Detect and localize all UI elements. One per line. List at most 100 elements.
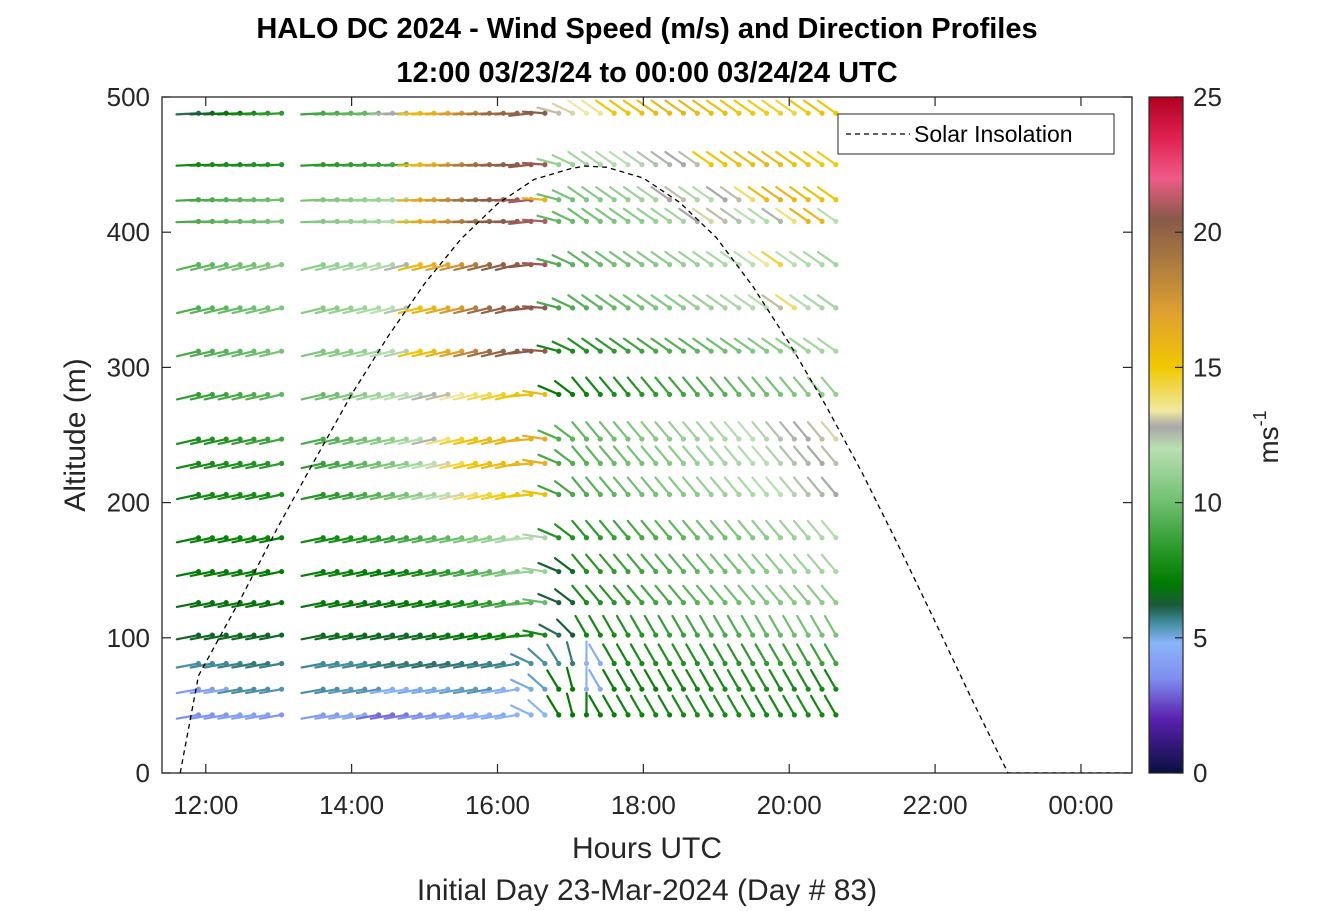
wind-barb (522, 458, 546, 465)
wind-barb-head (833, 110, 839, 116)
wind-barb-head (500, 262, 506, 268)
colorbar-tick-label: 25 (1193, 82, 1222, 112)
wind-barb (629, 643, 643, 665)
wind-barb-head (667, 460, 673, 466)
wind-barb (355, 688, 380, 695)
wind-barb-head (667, 568, 673, 575)
wind-barb-head (750, 568, 756, 575)
wind-barb (629, 694, 643, 716)
wind-barb (245, 688, 269, 695)
wind-barb (217, 393, 242, 401)
wind-barb (768, 694, 782, 716)
wind-barb (425, 493, 449, 501)
wind-barb (779, 584, 796, 604)
wind-barb (328, 437, 352, 445)
wind-barb-head (680, 491, 687, 498)
wind-barb-head (320, 348, 326, 354)
wind-barb-head (625, 197, 631, 203)
wind-barb (300, 536, 325, 544)
wind-barb (453, 536, 477, 544)
wind-barb-head (680, 197, 687, 203)
wind-barb (527, 699, 546, 716)
wind-barb (692, 337, 713, 353)
wind-barb (615, 614, 630, 637)
wind-barb-head (403, 348, 409, 354)
wind-barb (695, 376, 713, 396)
wind-barb (521, 218, 546, 223)
wind-barb-head (639, 391, 645, 398)
wind-barb-head (736, 686, 742, 692)
wind-barb-head (680, 600, 687, 606)
wind-barb-head (625, 568, 631, 575)
wind-barb-head (722, 218, 728, 224)
wind-barb (397, 662, 422, 669)
wind-barb (522, 629, 546, 637)
wind-barb (685, 643, 699, 665)
wind-barb (369, 536, 394, 544)
wind-barb (466, 437, 491, 445)
wind-barb-head (750, 436, 756, 442)
wind-barb-head (459, 535, 465, 541)
wind-barb (668, 476, 685, 496)
wind-barb (521, 305, 546, 310)
wind-barb (356, 350, 380, 358)
wind-barb-head (736, 535, 742, 541)
wind-barb-head (777, 568, 784, 575)
wind-barb-head (833, 568, 839, 575)
wind-barb (383, 306, 408, 315)
wind-barb (751, 584, 768, 604)
wind-barb-head (777, 491, 784, 498)
wind-barb-head (667, 491, 673, 498)
wind-barb-head (417, 391, 423, 398)
wind-barb (356, 462, 380, 470)
wind-barb-head (708, 491, 714, 498)
wind-barb (650, 150, 671, 166)
wind-barb-head (819, 218, 825, 224)
wind-barb-head (431, 460, 437, 466)
wind-barb (370, 263, 394, 271)
wind-barb (571, 445, 588, 465)
wind-barb-head (362, 568, 368, 575)
wind-barb-head (708, 391, 714, 398)
wind-barb-head (764, 712, 770, 718)
wind-barb (782, 643, 796, 665)
wind-barb (383, 633, 408, 641)
wind-barb-head (583, 712, 590, 718)
wind-barb (328, 662, 352, 669)
wind-barb-head (597, 460, 603, 466)
wind-barb (820, 476, 837, 496)
wind-barb (425, 662, 449, 669)
wind-barb (510, 678, 533, 691)
wind-barb (314, 601, 339, 609)
wind-barb-head (611, 162, 617, 168)
wind-barb-head (279, 686, 285, 692)
wind-barb (789, 150, 810, 166)
wind-barb (719, 294, 740, 310)
wind-barb-head (611, 305, 617, 311)
wind-barb-head (556, 391, 562, 398)
wind-barb-head (791, 162, 797, 168)
wind-barb (816, 250, 837, 266)
wind-barb (300, 263, 325, 271)
wind-barb-head (417, 568, 423, 575)
wind-barb (733, 337, 754, 353)
wind-barb (203, 263, 228, 271)
wind-barb-head (653, 197, 659, 203)
wind-barb (699, 694, 713, 716)
wind-barb (792, 584, 810, 604)
wind-barb (775, 99, 796, 115)
wind-barb (217, 493, 242, 501)
wind-barb-head (279, 491, 285, 498)
wind-barb-head (320, 391, 326, 398)
wind-barb (480, 633, 505, 641)
wind-barb-head (680, 436, 687, 442)
wind-barb (521, 110, 546, 115)
wind-barb (355, 601, 380, 609)
wind-barb (217, 570, 242, 578)
wind-barb-head (611, 391, 617, 398)
wind-barb (699, 668, 713, 691)
wind-barb (508, 198, 533, 204)
wind-barb-head (556, 632, 562, 638)
wind-barb-head (667, 305, 673, 311)
